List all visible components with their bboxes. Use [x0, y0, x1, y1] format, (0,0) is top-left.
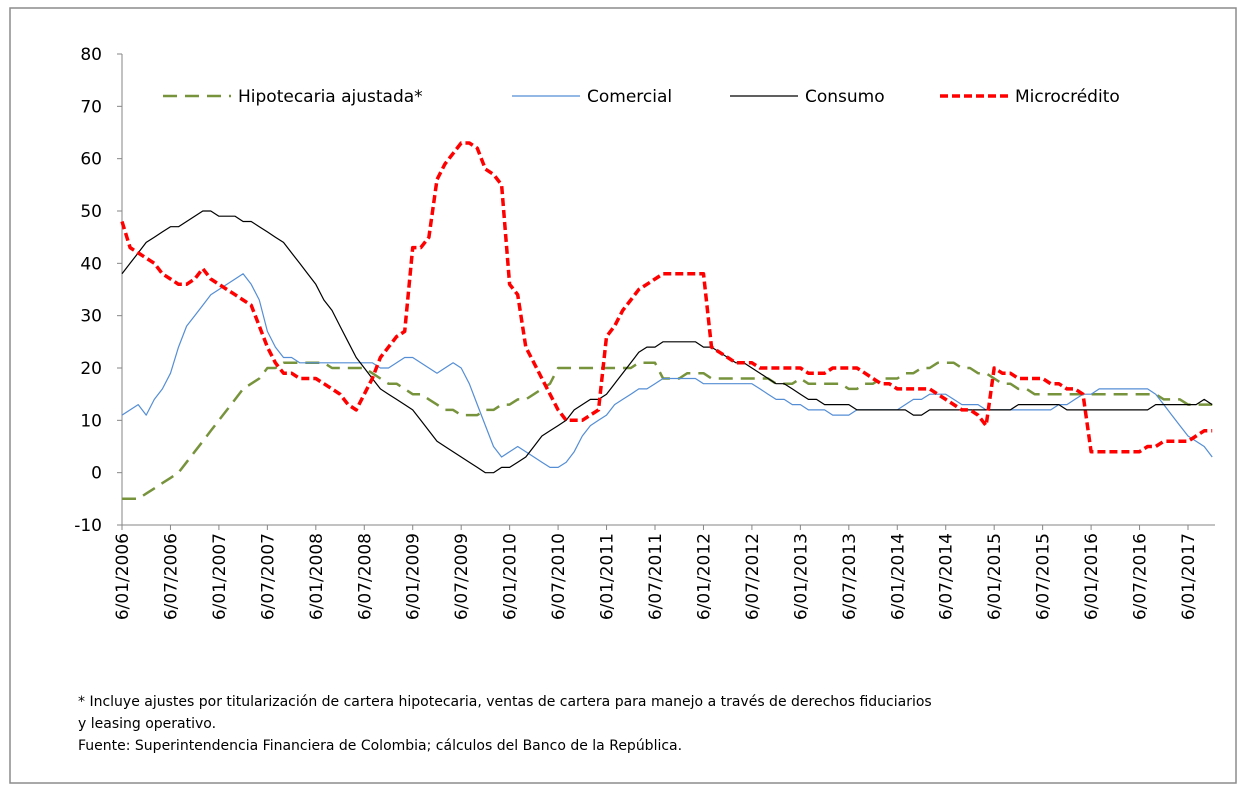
y-tick-label: 60 [80, 150, 102, 170]
x-tick-label: 6/01/2017 [1179, 533, 1199, 620]
x-tick-label: 6/07/2007 [258, 533, 278, 620]
y-tick-label: 30 [80, 307, 102, 327]
x-tick-label: 6/07/2014 [937, 533, 957, 620]
y-tick-label: 70 [80, 97, 102, 117]
x-tick-label: 6/07/2013 [840, 533, 860, 620]
footnote: y leasing operativo. [78, 716, 216, 732]
x-tick-label: 6/01/2016 [1082, 533, 1102, 620]
legend-label: Comercial [587, 87, 672, 107]
x-tick-label: 6/01/2009 [404, 533, 424, 620]
x-tick-label: 6/01/2015 [985, 533, 1005, 620]
y-tick-label: 10 [80, 411, 102, 431]
series-line [121, 210, 1213, 474]
y-tick-label: 0 [91, 464, 102, 484]
y-tick-label: -10 [74, 516, 102, 536]
x-tick-label: 6/01/2011 [598, 533, 618, 620]
x-tick-label: 6/01/2010 [501, 533, 521, 620]
x-tick-label: 6/01/2013 [791, 533, 811, 620]
legend-label: Hipotecaria ajustada* [238, 87, 423, 107]
series-line [120, 141, 1213, 454]
frame [9, 7, 1237, 784]
x-tick-label: 6/07/2011 [646, 533, 666, 620]
y-tick-label: 20 [80, 359, 102, 379]
x-tick-label: 6/01/2014 [888, 533, 908, 620]
legend-label: Consumo [805, 87, 885, 107]
x-tick-label: 6/07/2006 [161, 533, 181, 620]
y-tick-label: 40 [80, 254, 102, 274]
x-tick-label: 6/01/2007 [210, 533, 230, 620]
x-tick-label: 6/01/2012 [694, 533, 714, 620]
series-line [121, 273, 1213, 468]
y-tick-label: 50 [80, 202, 102, 222]
x-tick-label: 6/01/2006 [113, 533, 133, 620]
x-tick-label: 6/07/2008 [355, 533, 375, 620]
footnote: * Incluye ajustes por titularización de … [78, 694, 932, 710]
footnote: Fuente: Superintendencia Financiera de C… [78, 738, 682, 754]
x-tick-label: 6/01/2008 [307, 533, 327, 620]
x-tick-label: 6/07/2016 [1131, 533, 1151, 620]
x-tick-label: 6/07/2010 [549, 533, 569, 620]
legend-label: Microcrédito [1015, 87, 1120, 107]
y-tick-label: 80 [80, 45, 102, 65]
x-tick-label: 6/07/2009 [452, 533, 472, 620]
x-tick-label: 6/07/2012 [743, 533, 763, 620]
x-tick-label: 6/07/2015 [1034, 533, 1054, 620]
